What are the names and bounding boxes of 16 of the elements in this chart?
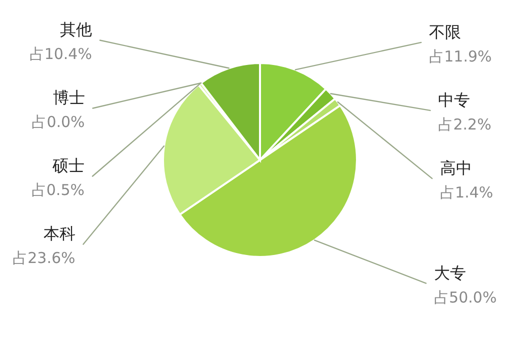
slice-label: 本科 (43, 224, 76, 244)
slice-label: 大专 (434, 263, 466, 282)
category-label: 博士 (52, 88, 85, 108)
data-label: 占50.0% (434, 288, 497, 306)
slice-label: 中专 (438, 90, 470, 110)
text: 占0.0% (32, 113, 85, 132)
slice-label: 不限 (429, 22, 462, 42)
slice-label: 高中 (440, 158, 472, 178)
slice-label: 其他 (60, 20, 92, 40)
data-label: 占23.6% (12, 249, 76, 268)
data-label: 占10.4% (29, 45, 92, 64)
data-label: 占0.5% (31, 181, 84, 200)
data-label: 占2.2% (438, 115, 492, 134)
slice-label: 硕士 (51, 156, 84, 176)
data-label: 占1.4% (440, 183, 494, 202)
data-label: 占11.9% (429, 47, 492, 66)
